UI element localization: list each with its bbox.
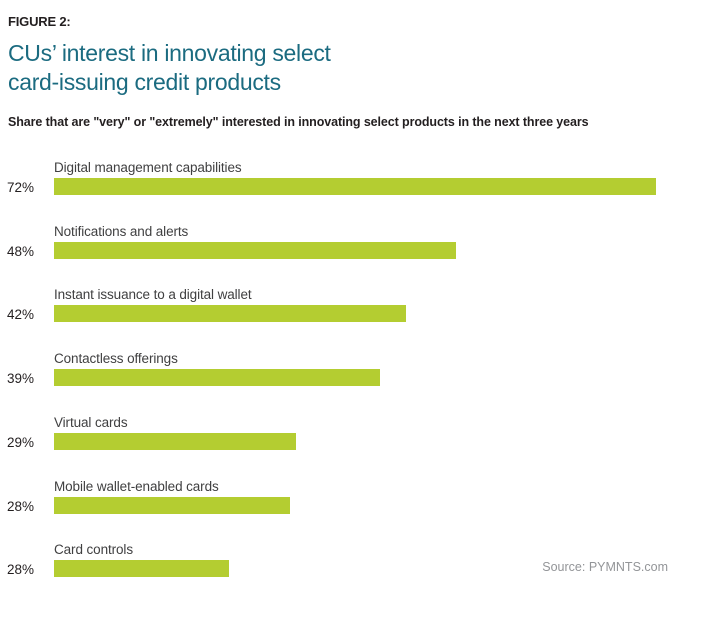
bar-category-label: Digital management capabilities xyxy=(54,160,242,175)
bar-row: Mobile wallet-enabled cards 28% xyxy=(0,479,705,543)
bar-row: Card controls 28% xyxy=(0,542,705,606)
bar xyxy=(54,496,290,514)
bar-row: Notifications and alerts 48% xyxy=(0,224,705,288)
bar xyxy=(54,241,456,259)
figure-label: FIGURE 2: xyxy=(8,14,71,29)
bar xyxy=(54,432,296,450)
bar-row: Virtual cards 29% xyxy=(0,415,705,479)
bar-row: Instant issuance to a digital wallet 42% xyxy=(0,287,705,351)
source-credit: Source: PYMNTS.com xyxy=(542,560,668,574)
bar xyxy=(54,305,406,323)
bar xyxy=(54,178,656,195)
bar-row: Digital management capabilities 72% xyxy=(0,160,705,224)
bar-value-label: 42% xyxy=(7,307,35,323)
figure-title: CUs’ interest in innovating select card-… xyxy=(8,39,331,97)
bar-value-label: 28% xyxy=(7,562,35,578)
figure-title-line2: card-issuing credit products xyxy=(8,69,281,95)
bar-value-label: 39% xyxy=(7,371,35,387)
bar-category-label: Contactless offerings xyxy=(54,351,178,367)
bar-category-label: Virtual cards xyxy=(54,414,128,430)
bar-category-label: Card controls xyxy=(54,542,133,558)
bar-value-label: 48% xyxy=(7,243,35,259)
bar-value-label: 28% xyxy=(7,498,35,514)
figure-subtitle: Share that are "very" or "extremely" int… xyxy=(8,115,589,129)
figure-title-line1: CUs’ interest in innovating select xyxy=(8,40,331,66)
bar-value-label: 29% xyxy=(7,434,35,450)
bar-chart: Digital management capabilities 72% Noti… xyxy=(0,160,705,600)
bar-category-label: Instant issuance to a digital wallet xyxy=(54,287,252,303)
bar-row: Contactless offerings 39% xyxy=(0,351,705,415)
bar xyxy=(54,369,380,387)
bar-value-label: 72% xyxy=(7,180,35,195)
bar-category-label: Notifications and alerts xyxy=(54,223,189,239)
bar xyxy=(54,560,229,578)
bar-category-label: Mobile wallet-enabled cards xyxy=(54,478,219,494)
